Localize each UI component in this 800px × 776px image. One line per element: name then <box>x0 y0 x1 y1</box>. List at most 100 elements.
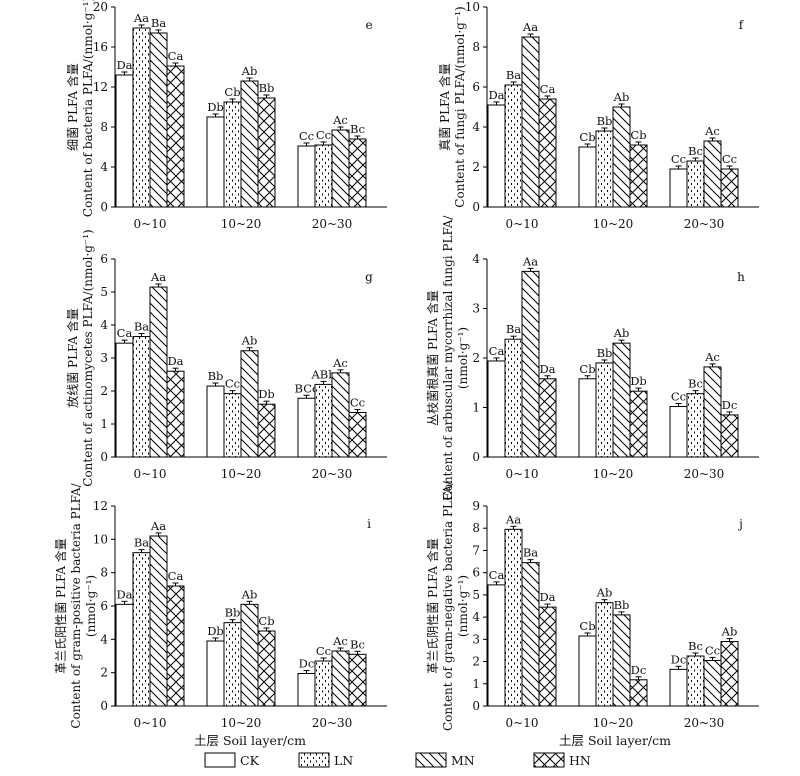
data-label: Ac <box>704 350 720 364</box>
data-label: Cc <box>316 644 331 658</box>
y-axis-title-en: Content of gram-positive bacteria PLFA/ <box>69 482 83 728</box>
panel-label: f <box>739 18 745 32</box>
x-tick-label: 20~30 <box>312 217 353 231</box>
data-label: Da <box>116 58 132 72</box>
data-label: Bb <box>597 346 613 360</box>
data-label: Cc <box>705 643 720 657</box>
x-tick-label: 10~20 <box>221 467 262 481</box>
y-axis-title-en: Content of bacteria PLFA/(nmol·g⁻¹) <box>81 0 95 217</box>
bar-ck <box>578 635 597 707</box>
y-tick-label: 4 <box>100 160 108 174</box>
legend-swatch <box>533 752 565 768</box>
bar-ck <box>487 104 506 208</box>
y-tick-label: 0 <box>472 699 480 713</box>
data-label: Bb <box>259 81 275 95</box>
data-label: Bb <box>614 598 630 612</box>
y-tick-label: 6 <box>472 566 480 580</box>
bar-hn <box>257 403 276 458</box>
chart-panel-j: 0 1 2 3 4 5 6 7 8 9 0~10 10~20 20~30 j Ca Cb Dc Aa Ab Bc Ba B… <box>425 480 759 731</box>
legend-label: LN <box>334 753 353 768</box>
x-tick-label: 20~30 <box>684 467 725 481</box>
chart-panel-i: 0 2 4 6 8 10 12 0~10 10~20 20~30 i Da Db Dc Ba Bb Cc Aa Ab… <box>53 482 387 730</box>
chart-panel-h: 0 1 2 3 4 0~10 10~20 20~30 h Ca Cb Cc Ba Bb Bc Aa Ab Ac Da… <box>425 215 759 500</box>
data-label: Bc <box>688 639 703 653</box>
y-tick-label: 0 <box>100 450 108 464</box>
data-label: Da <box>539 362 555 376</box>
legend-item-hn: HN <box>533 752 591 768</box>
bar-ck <box>669 406 688 458</box>
data-label: Ba <box>134 320 149 334</box>
bar-ln <box>686 393 705 458</box>
y-tick-label: 4 <box>100 632 108 646</box>
chart-panel-g: 0 1 2 3 4 5 6 0~10 10~20 20~30 g Ca Bb BCc Ba Cc ABb Aa Ab… <box>65 229 387 487</box>
panel-label: e <box>365 18 372 32</box>
data-label: Bc <box>688 144 703 158</box>
data-label: Ba <box>151 16 166 30</box>
bar-hn <box>629 679 648 707</box>
bar-ln <box>132 336 151 458</box>
bar-ck <box>487 360 506 458</box>
data-label: Da <box>488 88 504 102</box>
bar-mn <box>149 286 168 458</box>
bar-hn <box>629 144 648 208</box>
bar-mn <box>240 350 259 458</box>
bar-mn <box>240 80 259 208</box>
y-axis-title-cn: 革兰氏阳性菌 PLFA 含量 <box>53 538 68 674</box>
bar-ck <box>297 397 316 458</box>
y-tick-label: 2 <box>472 655 480 669</box>
data-label: Bc <box>350 122 365 136</box>
data-label: Db <box>207 100 224 114</box>
bar-ck <box>297 673 316 707</box>
bar-ck <box>578 378 597 458</box>
y-axis-title-unit: (nmol·g⁻¹) <box>84 575 98 637</box>
data-label: Ab <box>241 587 258 601</box>
data-label: Cb <box>630 128 646 142</box>
legend-swatch <box>415 752 447 768</box>
bar-ln <box>223 622 242 707</box>
data-label: Ca <box>168 569 184 583</box>
panel-label: h <box>737 270 745 284</box>
bar-ln <box>132 27 151 208</box>
bar-ln <box>504 528 523 707</box>
chart-panel-f: 0 2 4 6 8 10 0~10 10~20 20~30 f Da Cb Cc Ba Bb Bc Aa Ab Ac… <box>437 0 759 231</box>
y-axis-title-cn: 真菌 PLFA 含量 <box>437 63 452 151</box>
bar-hn <box>348 653 367 707</box>
data-label: Ca <box>489 568 505 582</box>
chart-panel-e: 0 4 8 12 16 20 0~10 10~20 20~30 e Da Db Cc Aa Cb Cc Ba Ab… <box>65 0 387 231</box>
y-tick-label: 7 <box>472 543 480 557</box>
data-label: BCc <box>295 381 319 395</box>
legend-item-ln: LN <box>298 752 353 768</box>
bar-hn <box>538 606 557 707</box>
data-label: Da <box>539 590 555 604</box>
y-tick-label: 8 <box>472 521 480 535</box>
bar-hn <box>720 641 739 707</box>
y-tick-label: 6 <box>472 80 480 94</box>
y-tick-label: 1 <box>472 401 480 415</box>
bar-hn <box>257 97 276 208</box>
data-label: Ab <box>241 334 258 348</box>
data-label: Cb <box>579 130 595 144</box>
bar-mn <box>331 372 350 458</box>
bar-hn <box>538 378 557 458</box>
data-label: Bb <box>225 606 241 620</box>
bar-ck <box>115 74 134 208</box>
data-label: Ca <box>117 326 133 340</box>
data-label: Dc <box>299 657 315 671</box>
data-label: Ac <box>332 634 348 648</box>
data-label: Cc <box>671 152 686 166</box>
y-axis-title-en: Content of gram-negative bacteria PLFA/ <box>441 480 455 731</box>
y-axis-title-unit: (nmol·g⁻¹) <box>456 575 470 637</box>
x-tick-label: 10~20 <box>593 467 634 481</box>
bar-mn <box>612 106 631 208</box>
legend-label: MN <box>451 753 475 768</box>
y-tick-label: 1 <box>472 677 480 691</box>
bar-hn <box>257 630 276 707</box>
bar-ck <box>578 146 597 208</box>
x-tick-label: 10~20 <box>593 217 634 231</box>
legend-label: CK <box>240 753 260 768</box>
data-label: Dc <box>722 398 738 412</box>
x-tick-label: 0~10 <box>506 467 539 481</box>
data-label: Cc <box>722 152 737 166</box>
legend-item-mn: MN <box>415 752 475 768</box>
legend: CK LN MN HN <box>204 752 591 768</box>
